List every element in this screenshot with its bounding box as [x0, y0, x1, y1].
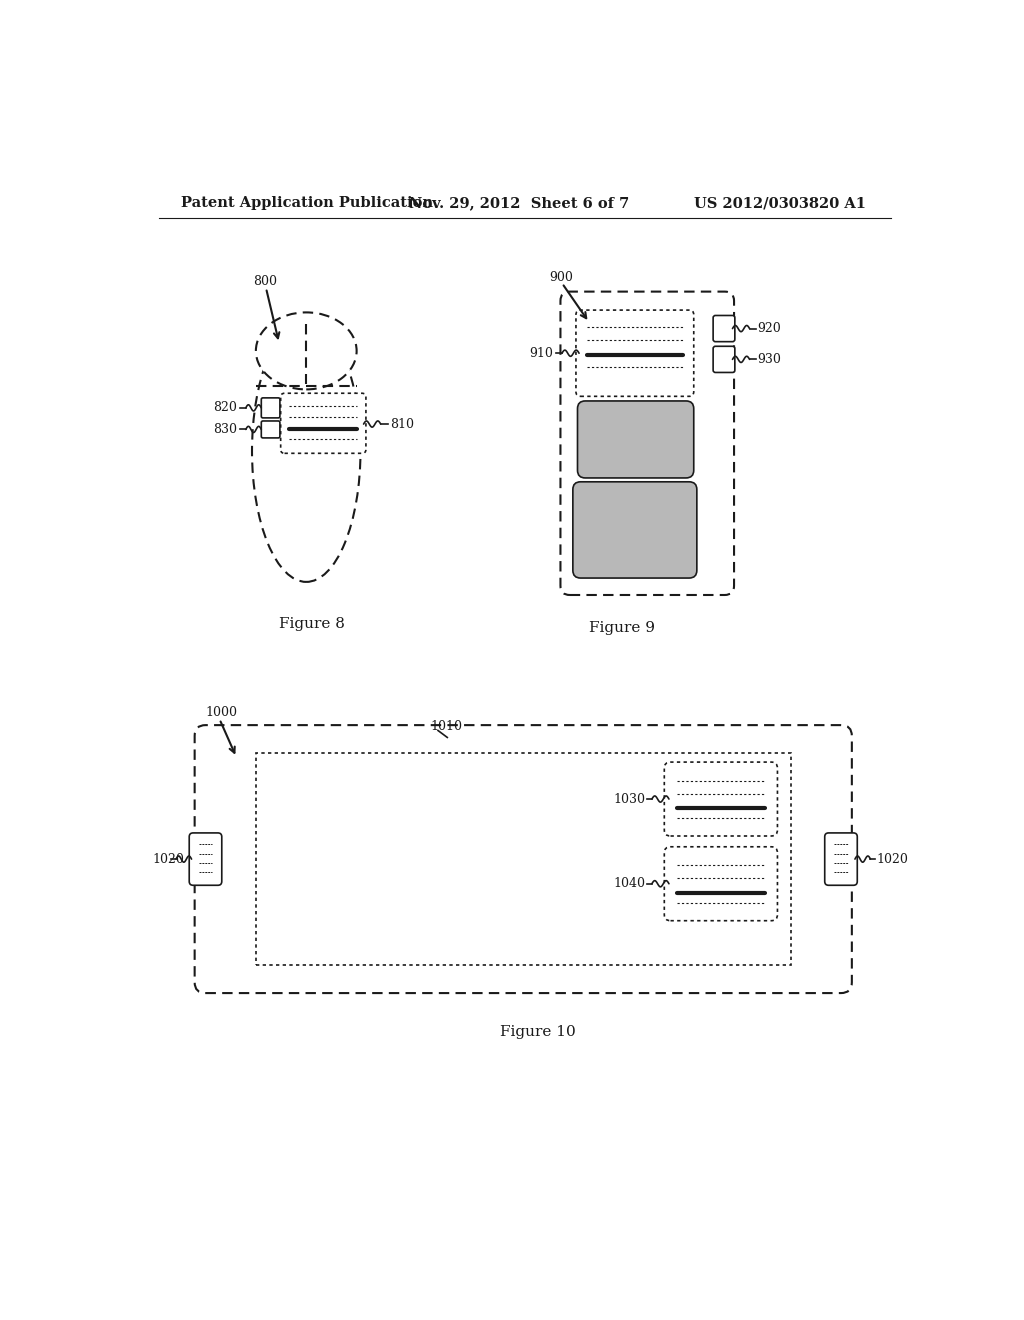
Text: Figure 9: Figure 9: [589, 622, 655, 635]
Text: 820: 820: [213, 401, 238, 414]
Text: 1040: 1040: [613, 878, 645, 890]
FancyBboxPatch shape: [665, 762, 777, 836]
Ellipse shape: [256, 313, 356, 389]
Text: 920: 920: [758, 322, 781, 335]
FancyBboxPatch shape: [713, 315, 735, 342]
FancyBboxPatch shape: [195, 725, 852, 993]
FancyBboxPatch shape: [713, 346, 735, 372]
FancyBboxPatch shape: [256, 752, 791, 965]
Text: 1000: 1000: [206, 706, 238, 719]
Text: 930: 930: [758, 352, 781, 366]
Text: US 2012/0303820 A1: US 2012/0303820 A1: [693, 197, 865, 210]
FancyBboxPatch shape: [189, 833, 222, 886]
Text: Figure 10: Figure 10: [500, 1026, 575, 1039]
FancyBboxPatch shape: [824, 833, 857, 886]
FancyBboxPatch shape: [261, 421, 280, 438]
FancyBboxPatch shape: [665, 847, 777, 921]
FancyBboxPatch shape: [560, 292, 734, 595]
Text: 810: 810: [390, 417, 414, 430]
Text: 1010: 1010: [430, 721, 462, 733]
Text: 900: 900: [549, 271, 572, 284]
Text: Nov. 29, 2012  Sheet 6 of 7: Nov. 29, 2012 Sheet 6 of 7: [409, 197, 629, 210]
Text: Figure 8: Figure 8: [280, 618, 345, 631]
Text: 1030: 1030: [613, 792, 645, 805]
Text: 910: 910: [529, 347, 553, 360]
Text: 830: 830: [213, 422, 238, 436]
Ellipse shape: [252, 319, 360, 582]
Text: Patent Application Publication: Patent Application Publication: [180, 197, 433, 210]
FancyBboxPatch shape: [281, 393, 366, 453]
FancyBboxPatch shape: [261, 397, 280, 418]
FancyBboxPatch shape: [578, 401, 693, 478]
FancyBboxPatch shape: [575, 310, 693, 396]
Text: 800: 800: [254, 275, 278, 288]
Text: 1020: 1020: [877, 853, 908, 866]
FancyBboxPatch shape: [572, 482, 697, 578]
Text: 1020: 1020: [153, 853, 184, 866]
